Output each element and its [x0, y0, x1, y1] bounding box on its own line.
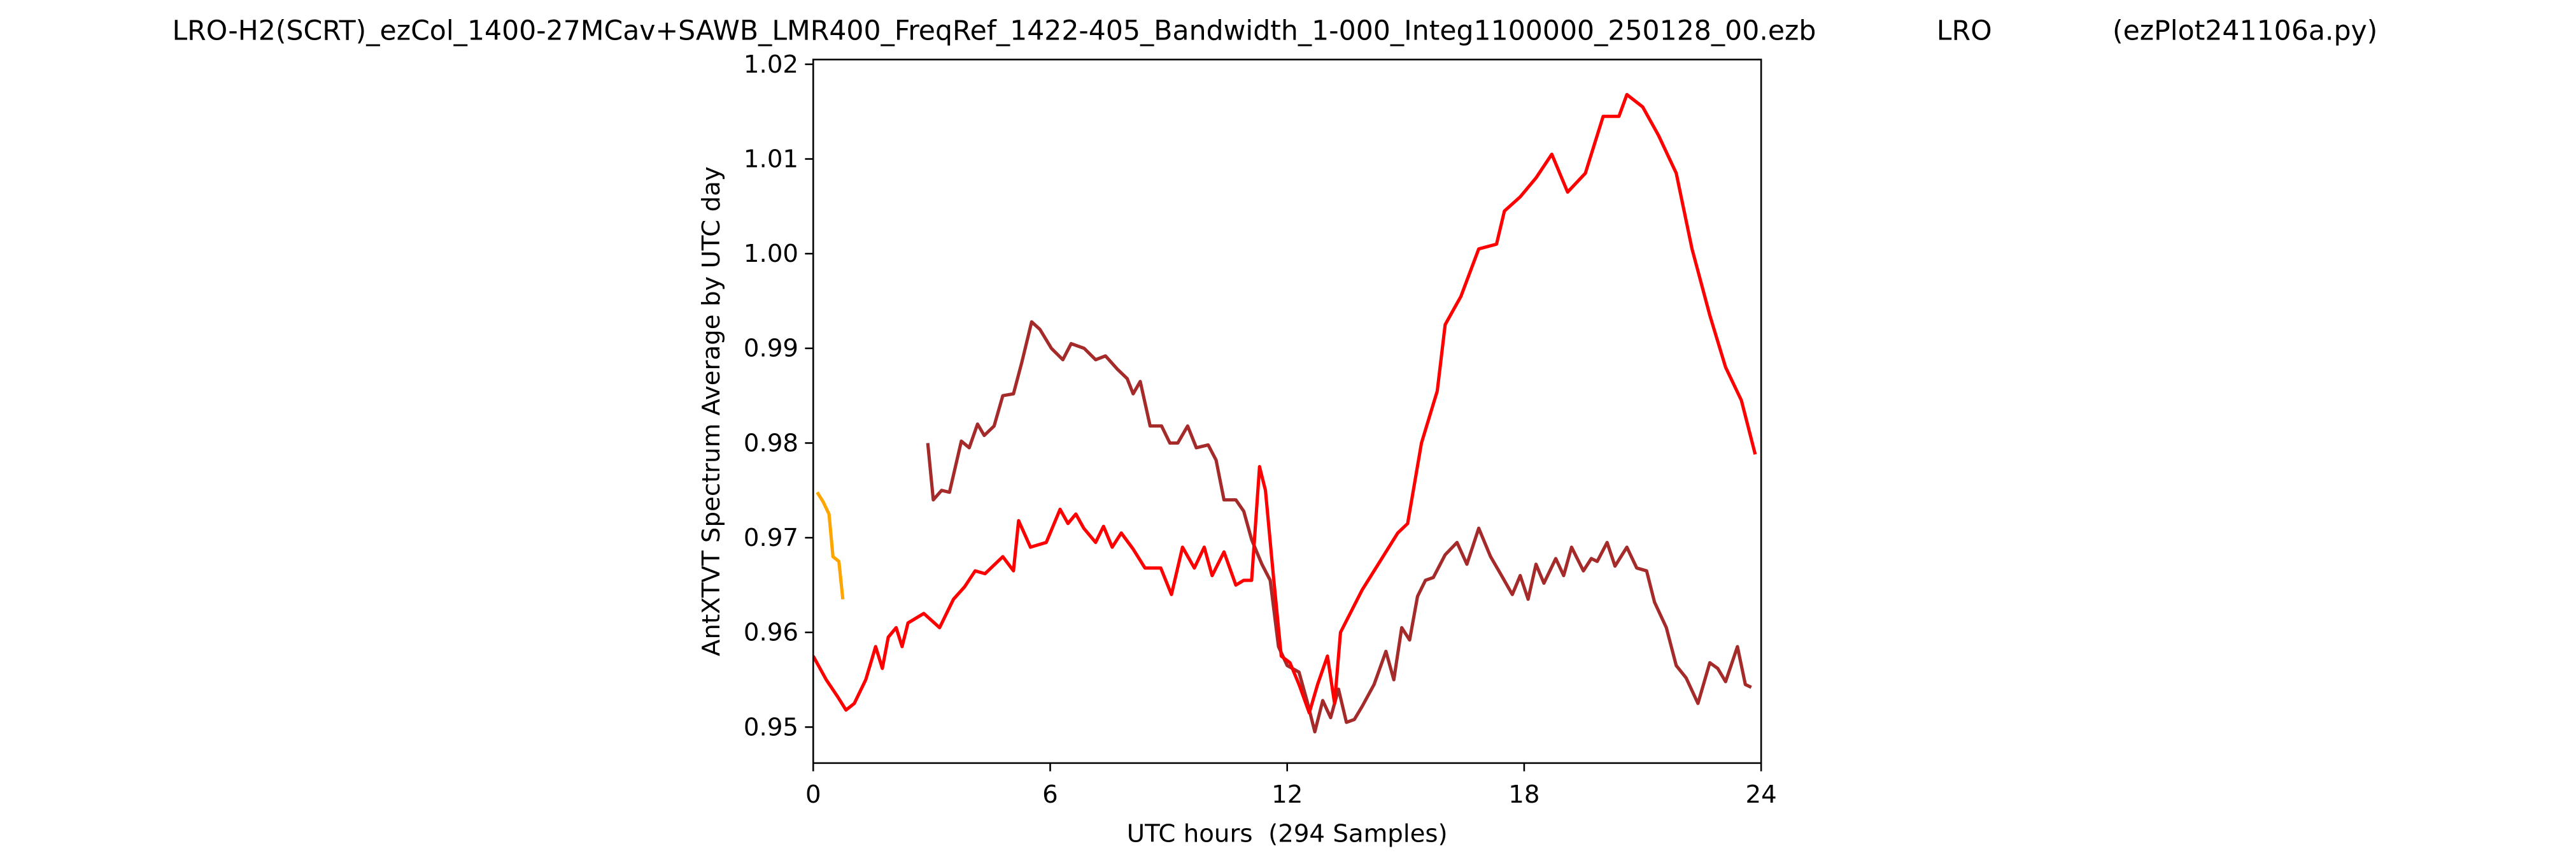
y-axis-label: AntXTVT Spectrum Average by UTC day: [697, 166, 726, 656]
x-axis-label: UTC hours (294 Samples): [1127, 820, 1448, 849]
data-line: [813, 92, 1757, 715]
x-tick-label: 24: [1746, 780, 1777, 809]
y-tick-label: 1.00: [744, 240, 798, 268]
x-tick-label: 18: [1508, 780, 1539, 809]
y-tick-label: 0.98: [744, 429, 798, 457]
data-line: [816, 491, 845, 599]
y-tick-label: 0.99: [744, 334, 798, 363]
y-tick-label: 0.97: [744, 524, 798, 552]
plot-frame: [812, 59, 1762, 764]
y-tick-label: 0.96: [744, 619, 798, 647]
y-tick-label: 1.02: [744, 50, 798, 79]
x-tick-label: 0: [805, 780, 821, 809]
y-tick-label: 1.01: [744, 145, 798, 173]
y-tick-label: 0.95: [744, 713, 798, 742]
x-tick-label: 12: [1271, 780, 1303, 809]
chart-title: LRO-H2(SCRT)_ezCol_1400-27MCav+SAWB_LMR4…: [172, 15, 2377, 47]
x-tick-label: 6: [1042, 780, 1058, 809]
